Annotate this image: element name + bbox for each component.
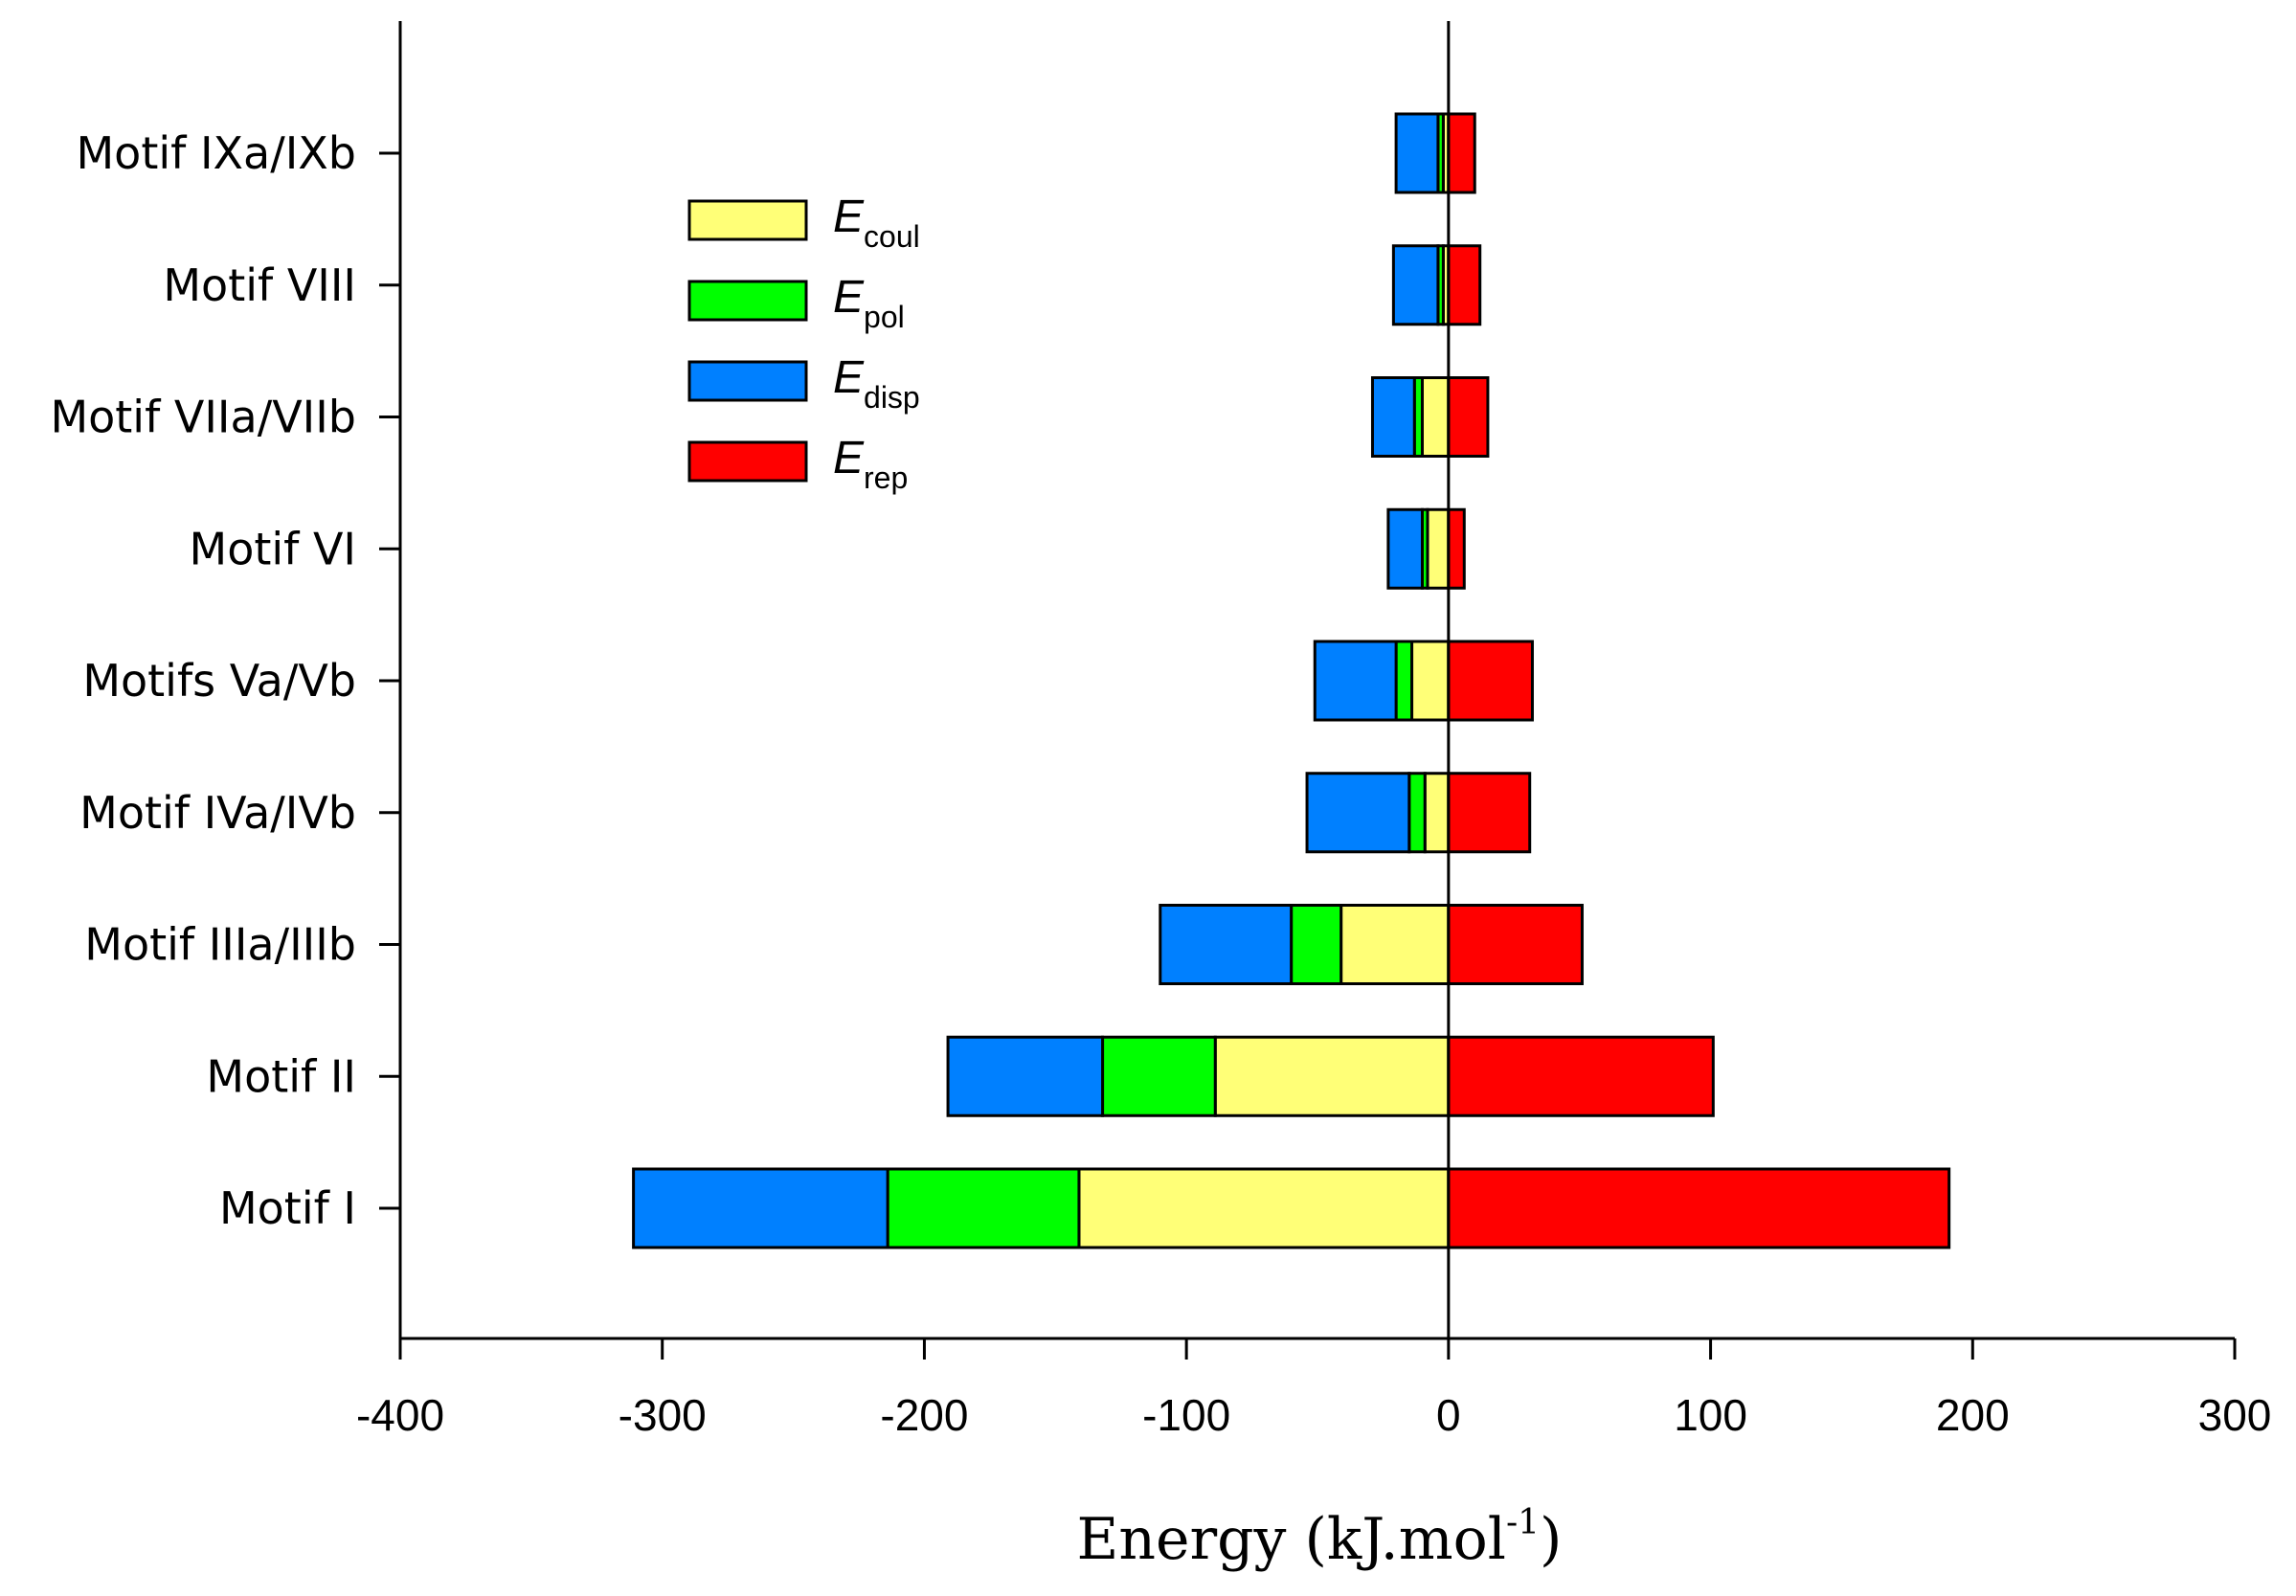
category-label: Motif IVa/IVb (79, 787, 356, 839)
bar-pol (886, 1167, 1081, 1249)
x-axis-title-main: Energy (kJ.mol (1077, 1506, 1506, 1573)
category-label: Motif VI (190, 523, 357, 574)
bar-disp (1394, 112, 1440, 194)
bar-disp (1386, 507, 1424, 590)
bar-disp (1159, 904, 1294, 985)
bar-coul (1420, 376, 1451, 458)
x-tick-label: -100 (1142, 1390, 1230, 1440)
bar-coul (1410, 640, 1451, 722)
bar-disp (632, 1167, 889, 1249)
category-label: Motif VIIa/VIIb (50, 392, 356, 443)
bar-rep (1447, 772, 1532, 854)
category-label: Motifs Va/Vb (82, 655, 356, 707)
bar-rep (1447, 244, 1482, 326)
bar-pol (1101, 1035, 1217, 1117)
legend-swatch-coul (687, 199, 808, 241)
legend: Ecoul Epol Edisp Erep (687, 191, 920, 495)
bar-coul (1339, 904, 1451, 985)
bar-pol (1394, 640, 1414, 722)
x-axis-title: Energy (kJ.mol-1) (1077, 1503, 1563, 1573)
bar-disp (1391, 244, 1440, 326)
x-ticks: -400 -300 -200 -100 0 100 200 300 (356, 1338, 2271, 1440)
x-tick-label: 100 (1674, 1390, 1747, 1440)
bar-rep (1447, 1167, 1951, 1249)
bar-disp (1313, 640, 1398, 722)
bar-rep (1447, 112, 1476, 194)
legend-label-pol: Epol (833, 272, 905, 334)
category-label: Motif II (206, 1050, 356, 1102)
x-tick-label: 200 (1936, 1390, 2010, 1440)
bar-coul (1077, 1167, 1451, 1249)
bar-pol (1407, 772, 1427, 854)
legend-label-rep: Erep (833, 433, 908, 495)
bar-disp (946, 1035, 1105, 1117)
legend-swatch-disp (687, 360, 808, 402)
x-axis-title-close: ) (1540, 1506, 1562, 1573)
category-label: Motif IIIa/IIIb (84, 919, 356, 971)
bar-pol (1290, 904, 1343, 985)
y-categories: Motif I Motif II Motif IIIa/IIIb Motif IVa/… (50, 127, 400, 1234)
bar-rep (1447, 640, 1534, 722)
bar-group (632, 112, 1951, 1249)
bar-rep (1447, 1035, 1715, 1117)
bar-rep (1447, 904, 1584, 985)
x-axis-title-sup: -1 (1506, 1503, 1540, 1542)
legend-label-disp: Edisp (833, 352, 920, 415)
bar-disp (1305, 772, 1411, 854)
category-label: Motif I (219, 1182, 356, 1234)
bar-rep (1447, 507, 1466, 590)
bar-disp (1370, 376, 1416, 458)
x-tick-label: 0 (1436, 1390, 1461, 1440)
bar-coul (1213, 1035, 1451, 1117)
bar-coul (1423, 772, 1451, 854)
bar-rep (1447, 376, 1490, 458)
legend-swatch-pol (687, 280, 808, 322)
x-tick-label: -200 (880, 1390, 968, 1440)
x-tick-label: -300 (619, 1390, 707, 1440)
x-tick-label: 300 (2198, 1390, 2272, 1440)
bar-coul (1426, 507, 1451, 590)
category-label: Motif VIII (163, 259, 356, 311)
category-label: Motif IXa/IXb (76, 127, 356, 179)
legend-swatch-rep (687, 440, 808, 483)
legend-label-coul: Ecoul (833, 191, 920, 254)
x-tick-label: -400 (356, 1390, 444, 1440)
